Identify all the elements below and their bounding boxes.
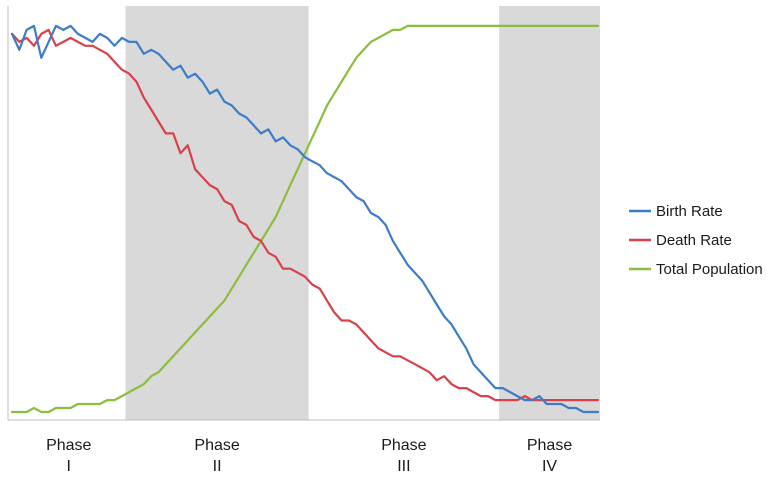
phase-label-4-line2: IV	[542, 458, 557, 475]
phase-label-2-line2: II	[213, 458, 222, 475]
phase-labels: Phase I Phase II Phase III Phase IV	[46, 437, 572, 475]
phase-label-4-line1: Phase	[527, 437, 572, 454]
legend-label-birth-rate: Birth Rate	[656, 203, 723, 220]
series-lines	[10, 24, 600, 414]
phase-label-1-line2: I	[67, 458, 71, 475]
phase-label-2-line1: Phase	[194, 437, 239, 454]
phase-label-3-line2: III	[397, 458, 410, 475]
series-line-death-rate	[10, 28, 600, 402]
series-line-total-population	[10, 24, 600, 414]
legend: Birth Rate Death Rate Total Population	[629, 203, 763, 278]
legend-label-death-rate: Death Rate	[656, 232, 732, 249]
phase-label-1-line1: Phase	[46, 437, 91, 454]
legend-label-total-population: Total Population	[656, 261, 763, 278]
phase-label-3-line1: Phase	[381, 437, 426, 454]
phase-band-2	[125, 6, 309, 420]
series-line-birth-rate	[10, 24, 600, 414]
phase-band-4	[499, 6, 600, 420]
phase-bands	[125, 6, 600, 420]
